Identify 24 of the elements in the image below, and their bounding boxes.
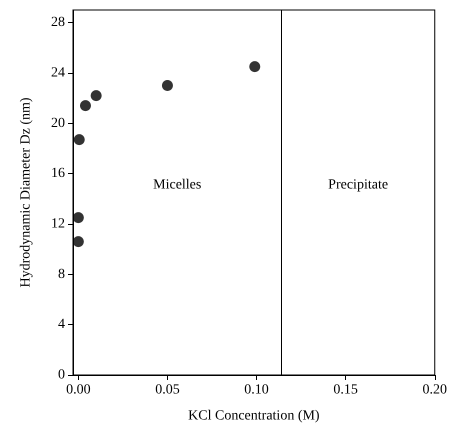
y-tick-label: 28 — [51, 15, 65, 30]
point — [249, 61, 260, 72]
y-tick-label: 24 — [51, 65, 65, 80]
point — [74, 134, 85, 146]
point — [72, 236, 84, 248]
x-tick-label: 0.20 — [422, 382, 447, 398]
point — [162, 80, 173, 92]
annotation: Precipitate — [328, 178, 388, 193]
x-tick-label: 0.05 — [155, 382, 180, 398]
x-tick-label: 0.15 — [333, 382, 358, 398]
y-tick-label: 12 — [51, 216, 65, 232]
x-tick-label: 0.00 — [66, 382, 91, 398]
x-axis-title: KCl Concentration (M) — [188, 408, 320, 424]
y-axis-title: Hydrodynamic Diameter Dz (nm) — [18, 97, 34, 288]
y-tick-label: 8 — [58, 266, 65, 282]
point — [90, 90, 102, 102]
y-tick-label: 16 — [51, 166, 65, 182]
x-tick-label: 0.10 — [244, 382, 269, 398]
y-tick-label: 4 — [58, 317, 65, 332]
y-tick-label: 20 — [51, 116, 65, 131]
point — [80, 100, 91, 112]
y-tick-label: 0 — [58, 368, 65, 382]
point — [72, 212, 84, 224]
annotation: Micelles — [153, 178, 202, 193]
